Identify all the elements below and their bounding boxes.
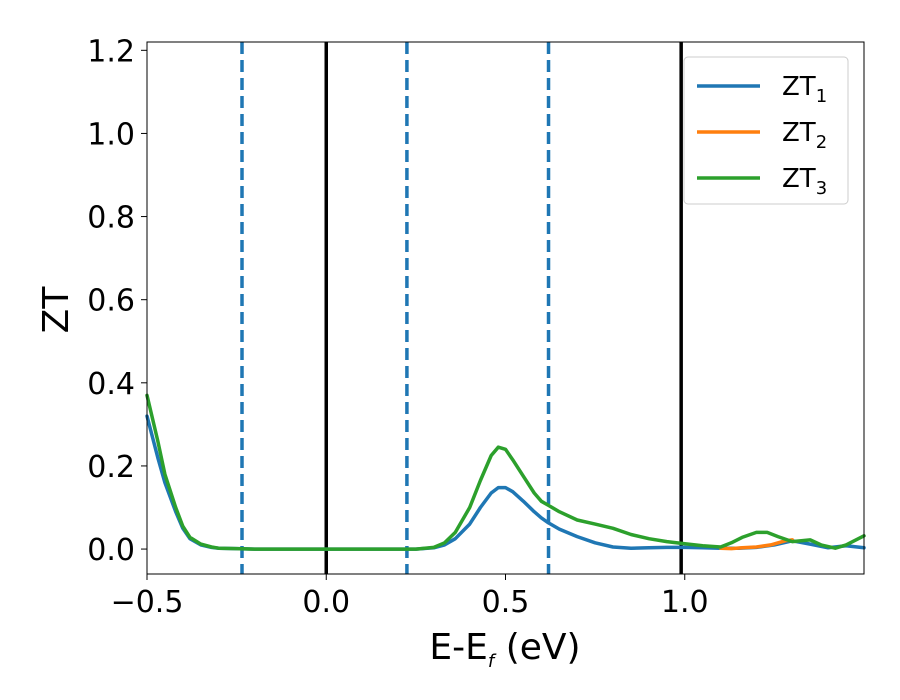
y-tick-label: 0.2 bbox=[87, 450, 135, 485]
y-tick-label: 1.0 bbox=[87, 117, 135, 152]
vertical-reference-lines bbox=[240, 42, 683, 574]
legend: ZT1 ZT2 ZT3 bbox=[683, 56, 849, 205]
series-line-3 bbox=[145, 393, 866, 551]
x-tick-label: 0.5 bbox=[482, 585, 530, 620]
x-axis-label: E-Ef (eV) bbox=[429, 627, 580, 672]
series-layer bbox=[145, 393, 866, 551]
x-axis-ticks: −0.5 0.0 0.5 1.0 bbox=[111, 574, 709, 620]
legend-label-2: ZT2 bbox=[782, 118, 827, 153]
y-tick-label: 0.6 bbox=[87, 284, 135, 319]
y-axis-label: ZT bbox=[36, 286, 77, 334]
legend-label-1: ZT1 bbox=[782, 72, 827, 107]
y-tick-label: 0.8 bbox=[87, 201, 135, 236]
y-tick-label: 1.2 bbox=[87, 34, 135, 69]
y-axis-ticks: 0.0 0.2 0.4 0.6 0.8 1.0 1.2 bbox=[87, 34, 147, 568]
x-label-sub: f bbox=[488, 651, 497, 672]
legend-box bbox=[683, 56, 849, 205]
y-tick-label: 0.4 bbox=[87, 367, 135, 402]
x-label-unit: (eV) bbox=[494, 627, 580, 668]
y-tick-label: 0.0 bbox=[87, 533, 135, 568]
x-tick-label: −0.5 bbox=[111, 585, 184, 620]
x-tick-label: 0.0 bbox=[302, 585, 350, 620]
x-tick-label: 1.0 bbox=[661, 585, 709, 620]
legend-label-3: ZT3 bbox=[782, 164, 827, 199]
series-line-1 bbox=[145, 414, 866, 551]
x-label-main: E-E bbox=[429, 627, 487, 668]
